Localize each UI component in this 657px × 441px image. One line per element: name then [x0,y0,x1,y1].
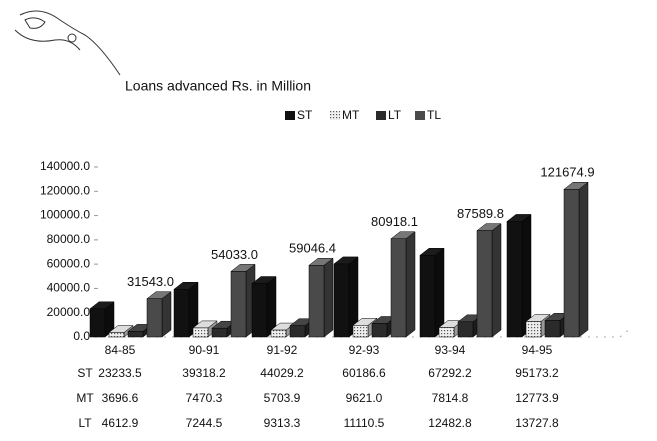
bar [128,331,143,337]
table-cell: 12482.8 [428,416,472,430]
legend-swatch [376,111,386,120]
bar-side [406,232,415,337]
table-row-label: ST [77,366,93,380]
bar [252,284,267,337]
table-cell: 95173.2 [515,366,559,380]
legend-swatch [285,111,295,120]
table-cell: 7244.5 [186,416,223,430]
bar [147,299,162,337]
table-row-label: LT [78,416,92,430]
bar [109,333,124,337]
table-cell: 7814.8 [432,391,469,405]
table-cell: 3696.6 [102,391,139,405]
table-cell: 67292.2 [428,366,472,380]
category-label: 84-85 [105,343,136,357]
category-label: 92-93 [349,343,380,357]
bar [372,324,387,337]
value-label: 87589.8 [457,206,504,221]
category-label: 94-95 [522,343,553,357]
bar [458,322,473,337]
table-cell: 44029.2 [260,366,304,380]
value-label: 54033.0 [211,247,258,262]
bar [290,326,305,337]
y-tick-label: 40000.0 [47,281,91,295]
bar [420,255,435,337]
table-cell: 60186.6 [342,366,386,380]
y-tick-label: 140000.0 [40,159,90,173]
table-row-label: MT [76,391,94,405]
table-cell: 23233.5 [98,366,142,380]
bar [90,309,105,337]
legend-label: TL [427,108,441,122]
legend-label: LT [388,108,402,122]
value-label: 59046.4 [289,241,336,256]
value-label: 31543.0 [127,274,174,289]
y-tick-label: 120000.0 [40,183,90,197]
table-cell: 12773.9 [515,391,559,405]
legend-label: ST [297,108,313,122]
table-cell: 4612.9 [102,416,139,430]
bar [309,265,324,337]
bar [564,189,579,337]
bar [526,321,541,337]
bar-side [435,248,444,337]
bar [439,328,454,337]
bar-side [324,258,333,337]
bar-side [492,224,501,337]
category-label: 90-91 [189,343,220,357]
value-label: 121674.9 [540,165,594,180]
bar [271,330,286,337]
table-cell: 13727.8 [515,416,559,430]
bar [507,221,522,337]
bar [477,231,492,337]
y-tick-label: 20000.0 [47,305,91,319]
bar [391,239,406,337]
table-cell: 9621.0 [346,391,383,405]
category-label: 93-94 [435,343,466,357]
y-tick-label: 100000.0 [40,208,90,222]
bar-side [162,292,171,337]
legend-label: MT [342,108,360,122]
bar [212,328,227,337]
bar-side [579,182,588,337]
legend-swatch [330,111,340,120]
y-tick-label: 0.0 [73,329,90,343]
bar [174,289,189,337]
value-label: 80918.1 [371,214,418,229]
bar [334,264,349,337]
y-tick-label: 80000.0 [47,232,91,246]
y-tick-label: 60000.0 [47,256,91,270]
table-cell: 9313.3 [264,416,301,430]
table-cell: 11110.5 [344,416,385,430]
chart: Loans advanced Rs. in Million 0.0 20000.0… [0,0,657,436]
category-label: 91-92 [267,343,298,357]
bar [545,320,560,337]
table-cell: 39318.2 [182,366,226,380]
legend-swatch [415,111,425,120]
bar [231,271,246,337]
bar [193,328,208,337]
table-cell: 7470.3 [186,391,223,405]
bar [353,325,368,337]
table-cell: 5703.9 [264,391,301,405]
hand-illustration [15,11,120,75]
chart-title: Loans advanced Rs. in Million [125,78,311,94]
